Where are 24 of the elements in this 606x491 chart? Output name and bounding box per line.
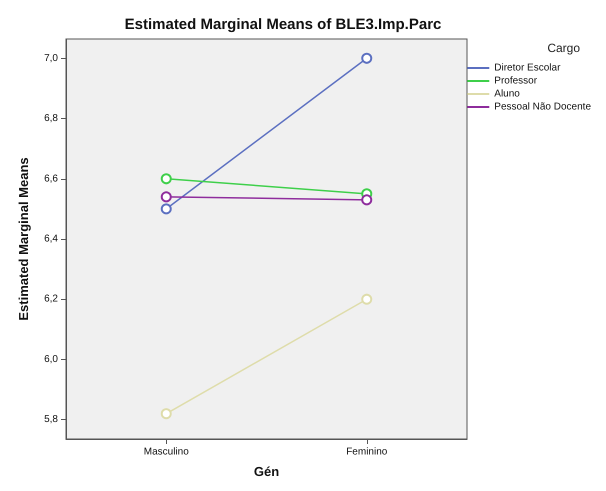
y-tick-label: 5,8 [44,414,58,426]
legend-label: Aluno [494,88,520,100]
legend-title: Cargo [547,41,580,55]
legend-label: Pessoal Não Docente [494,102,592,112]
point [160,203,172,214]
y-tick-label: 7,0 [44,52,58,64]
point [361,52,372,64]
x-tick-label: Feminino [346,446,388,458]
x-axis-title: Gén [254,464,280,479]
legend-label: Diretor Escolar [494,62,562,74]
y-tick-label: 6,8 [44,113,58,124]
chart-title: Estimated Marginal Means of BLE3.Imp.Parc [124,16,442,33]
point [361,194,372,206]
y-tick-label: 6,0 [44,354,58,365]
point [160,191,172,202]
y-tick-label: 6,2 [44,294,58,305]
point [160,173,172,184]
x-tick-label: Masculino [144,446,190,458]
y-tick-label: 6,6 [44,173,58,184]
y-tick-label: 6,4 [44,234,58,244]
y-axis-title: Estimated Marginal Means [16,157,31,321]
point [361,294,372,305]
legend-label: Professor [494,76,538,86]
point [160,408,172,420]
